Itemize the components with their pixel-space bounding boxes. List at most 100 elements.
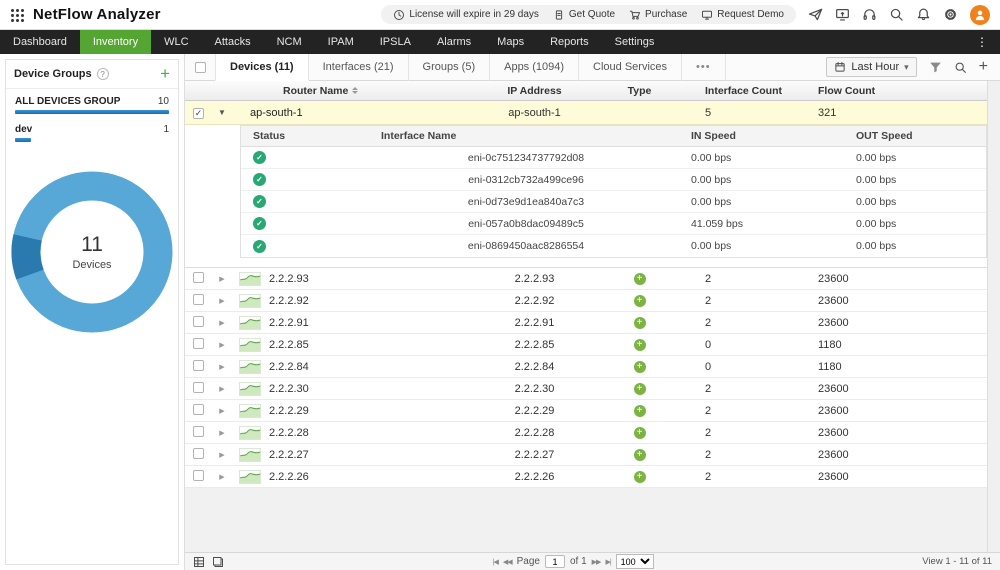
nav-ipam[interactable]: IPAM — [315, 30, 367, 54]
col-header-interface-count[interactable]: Interface Count — [667, 85, 812, 97]
row-checkbox[interactable] — [193, 316, 204, 327]
router-name-link[interactable]: 2.2.2.26 — [267, 471, 457, 483]
nav-settings[interactable]: Settings — [602, 30, 668, 54]
interface-row[interactable]: ✓ eni-0d73e9d1ea840a7c3 0.00 bps 0.00 bp… — [241, 191, 986, 213]
col-header-router-name[interactable]: Router Name — [267, 85, 457, 97]
prev-page-button[interactable]: ◀◀ — [503, 558, 512, 566]
nav-dashboard[interactable]: Dashboard — [0, 30, 80, 54]
export-icon[interactable] — [212, 556, 224, 568]
col-header-type[interactable]: Type — [612, 85, 667, 97]
select-all-checkbox[interactable] — [195, 62, 206, 73]
get-quote-button[interactable]: Get Quote — [553, 9, 615, 21]
row-checkbox[interactable] — [193, 338, 204, 349]
router-name-link[interactable]: 2.2.2.28 — [267, 427, 457, 439]
table-search-icon[interactable] — [954, 61, 967, 74]
tab-interfaces[interactable]: Interfaces (21) — [309, 54, 409, 81]
router-name-link[interactable]: 2.2.2.92 — [267, 295, 457, 307]
tab-cloud-services[interactable]: Cloud Services — [579, 54, 682, 81]
tab-more[interactable]: ••• — [682, 54, 726, 81]
interface-name-link[interactable]: eni-0312cb732a499ce96 — [381, 174, 671, 186]
nav-ipsla[interactable]: IPSLA — [367, 30, 424, 54]
next-page-button[interactable]: ▶▶ — [592, 558, 601, 566]
interface-name-link[interactable]: eni-0d73e9d1ea840a7c3 — [381, 196, 671, 208]
screen-share-icon[interactable] — [835, 7, 850, 22]
router-name-link[interactable]: 2.2.2.84 — [267, 361, 457, 373]
device-groups-donut[interactable]: 11 Devices — [6, 168, 178, 336]
expand-row-icon[interactable]: ▶ — [211, 385, 233, 393]
row-checkbox[interactable] — [193, 382, 204, 393]
interface-row[interactable]: ✓ eni-0c751234737792d08 0.00 bps 0.00 bp… — [241, 147, 986, 169]
tab-devices[interactable]: Devices (11) — [215, 54, 309, 81]
expand-row-icon[interactable]: ▶ — [211, 363, 233, 371]
support-headset-icon[interactable] — [862, 7, 877, 22]
interface-row[interactable]: ✓ eni-057a0b8dac09489c5 41.059 bps 0.00 … — [241, 213, 986, 235]
row-checkbox[interactable] — [193, 404, 204, 415]
device-row[interactable]: ▶ 2.2.2.85 2.2.2.85 + 0 1180 — [185, 334, 987, 356]
expand-row-icon[interactable]: ▶ — [211, 429, 233, 437]
add-group-button[interactable]: + — [160, 67, 170, 81]
donut-chart[interactable] — [8, 168, 176, 336]
traffic-sparkline-icon[interactable] — [239, 272, 261, 286]
row-checkbox[interactable] — [193, 448, 204, 459]
interface-name-link[interactable]: eni-057a0b8dac09489c5 — [381, 218, 671, 230]
traffic-sparkline-icon[interactable] — [239, 294, 261, 308]
interface-row[interactable]: ✓ eni-0869450aac8286554 0.00 bps 0.00 bp… — [241, 235, 986, 257]
router-name-link[interactable]: 2.2.2.91 — [267, 317, 457, 329]
nav-alarms[interactable]: Alarms — [424, 30, 484, 54]
purchase-button[interactable]: Purchase — [629, 9, 687, 21]
collapse-row-icon[interactable]: ▼ — [211, 108, 233, 117]
traffic-sparkline-icon[interactable] — [239, 470, 261, 484]
request-demo-button[interactable]: Request Demo — [701, 9, 784, 21]
page-size-select[interactable]: 100 — [616, 554, 654, 569]
device-row[interactable]: ▶ 2.2.2.93 2.2.2.93 + 2 23600 — [185, 268, 987, 290]
first-page-button[interactable]: |◀ — [493, 558, 498, 566]
expand-row-icon[interactable]: ▶ — [211, 319, 233, 327]
nav-overflow-menu-icon[interactable]: ⋮ — [964, 30, 1000, 54]
last-page-button[interactable]: ▶| — [605, 558, 610, 566]
router-name-link[interactable]: 2.2.2.27 — [267, 449, 457, 461]
bell-icon[interactable] — [916, 7, 931, 22]
expand-row-icon[interactable]: ▶ — [211, 407, 233, 415]
gear-icon[interactable] — [943, 7, 958, 22]
nav-reports[interactable]: Reports — [537, 30, 602, 54]
send-icon[interactable] — [808, 7, 823, 22]
expand-row-icon[interactable]: ▶ — [211, 473, 233, 481]
traffic-sparkline-icon[interactable] — [239, 360, 261, 374]
user-avatar[interactable] — [970, 5, 990, 25]
sidebar-item-dev[interactable]: dev 1 — [6, 117, 178, 136]
router-name-link[interactable]: 2.2.2.93 — [267, 273, 457, 285]
sort-icon[interactable] — [352, 87, 358, 94]
apps-grid-icon[interactable] — [10, 8, 24, 22]
expand-row-icon[interactable]: ▶ — [211, 297, 233, 305]
tab-apps[interactable]: Apps (1094) — [490, 54, 579, 81]
filter-icon[interactable] — [929, 61, 942, 74]
traffic-sparkline-icon[interactable] — [239, 448, 261, 462]
traffic-sparkline-icon[interactable] — [239, 426, 261, 440]
expand-row-icon[interactable]: ▶ — [211, 275, 233, 283]
traffic-sparkline-icon[interactable] — [239, 316, 261, 330]
search-icon[interactable] — [889, 7, 904, 22]
nav-ncm[interactable]: NCM — [264, 30, 315, 54]
traffic-sparkline-icon[interactable] — [239, 404, 261, 418]
row-checkbox[interactable] — [193, 272, 204, 283]
device-row[interactable]: ▶ 2.2.2.92 2.2.2.92 + 2 23600 — [185, 290, 987, 312]
col-header-ip-address[interactable]: IP Address — [457, 85, 612, 97]
nav-wlc[interactable]: WLC — [151, 30, 201, 54]
device-row[interactable]: ▶ 2.2.2.30 2.2.2.30 + 2 23600 — [185, 378, 987, 400]
interface-name-link[interactable]: eni-0c751234737792d08 — [381, 152, 671, 164]
expand-row-icon[interactable]: ▶ — [211, 341, 233, 349]
device-row[interactable]: ▶ 2.2.2.27 2.2.2.27 + 2 23600 — [185, 444, 987, 466]
expand-row-icon[interactable]: ▶ — [211, 451, 233, 459]
traffic-sparkline-icon[interactable] — [239, 382, 261, 396]
row-checkbox[interactable] — [193, 360, 204, 371]
nav-inventory[interactable]: Inventory — [80, 30, 151, 54]
grid-view-icon[interactable] — [193, 556, 205, 568]
router-name-link[interactable]: 2.2.2.30 — [267, 383, 457, 395]
device-row[interactable]: ▶ 2.2.2.84 2.2.2.84 + 0 1180 — [185, 356, 987, 378]
row-checkbox-checked[interactable]: ✓ — [193, 108, 204, 119]
row-checkbox[interactable] — [193, 294, 204, 305]
router-name-link[interactable]: ap-south-1 — [233, 107, 457, 119]
interface-row[interactable]: ✓ eni-0312cb732a499ce96 0.00 bps 0.00 bp… — [241, 169, 986, 191]
router-name-link[interactable]: 2.2.2.29 — [267, 405, 457, 417]
sidebar-item-all-devices-group[interactable]: ALL DEVICES GROUP 10 — [6, 89, 178, 108]
